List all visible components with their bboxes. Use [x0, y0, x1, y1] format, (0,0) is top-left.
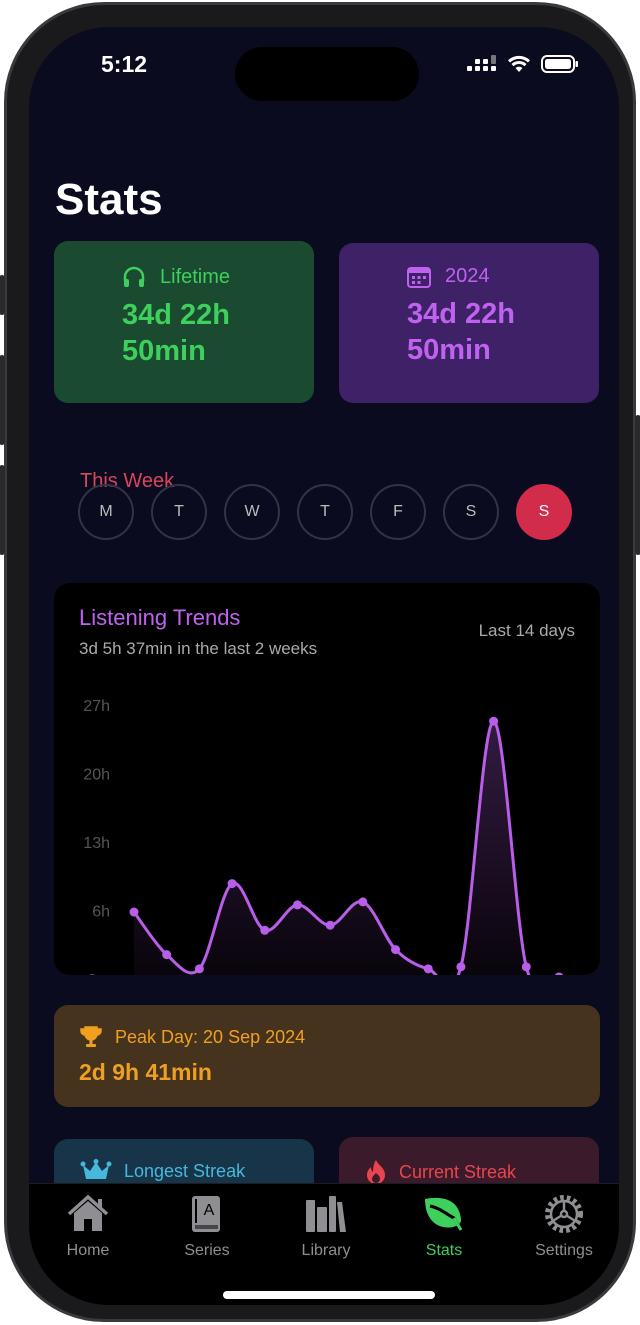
peak-day-value: 2d 9h 41min: [79, 1059, 212, 1085]
data-point: [358, 897, 368, 907]
tab-series[interactable]: A Series: [152, 1194, 262, 1260]
tab-series-label: Series: [184, 1242, 230, 1259]
data-point: [162, 950, 172, 960]
tab-library[interactable]: Library: [271, 1194, 381, 1260]
year-card[interactable]: 2024 34d 22h 50min: [339, 243, 599, 403]
tab-settings-label: Settings: [535, 1242, 593, 1259]
data-point: [292, 900, 302, 910]
listening-trends-card: Listening Trends 3d 5h 37min in the last…: [54, 583, 600, 975]
tab-settings[interactable]: Settings: [509, 1194, 619, 1260]
headphones-icon: [123, 266, 145, 287]
data-point: [260, 925, 270, 935]
trends-chart: 27h 20h 13h 6h 0m: [83, 698, 564, 975]
book-icon: A: [192, 1196, 220, 1232]
trends-range[interactable]: Last 14 days: [478, 621, 575, 640]
data-point: [423, 964, 433, 974]
gear-icon: [545, 1195, 583, 1233]
day-0[interactable]: M: [78, 484, 134, 540]
screen: 5:12 Stats Lifetime 34d 22h 50min 2024 34…: [29, 27, 619, 1305]
longest-streak-label: Longest Streak: [124, 1160, 246, 1181]
crown-icon: [80, 1159, 112, 1179]
tab-home-label: Home: [66, 1242, 110, 1259]
year-value-min: 50min: [407, 334, 491, 366]
data-point: [489, 716, 499, 726]
data-point: [194, 964, 204, 974]
tab-stats[interactable]: Stats: [389, 1194, 499, 1260]
chart-area: [134, 721, 529, 975]
battery-icon: [541, 55, 578, 73]
year-value: 34d 22h: [407, 298, 515, 330]
day-5[interactable]: S: [443, 484, 499, 540]
dynamic-island: [235, 47, 419, 101]
peak-day-card: Peak Day: 20 Sep 2024 2d 9h 41min: [54, 1005, 600, 1107]
day-3[interactable]: T: [297, 484, 353, 540]
trends-subtitle: 3d 5h 37min in the last 2 weeks: [79, 639, 318, 658]
leaf-icon: [425, 1197, 463, 1231]
books-icon: [306, 1196, 346, 1232]
lifetime-value-min: 50min: [122, 335, 206, 367]
status-icons: [467, 55, 579, 73]
year-label: 2024: [445, 265, 490, 287]
page-title: Stats: [55, 175, 163, 224]
y-tick: 13h: [83, 835, 110, 852]
action-button: [0, 275, 5, 315]
trophy-icon: [80, 1026, 102, 1047]
day-4[interactable]: F: [370, 484, 426, 540]
wifi-icon: [508, 55, 530, 72]
tab-bar: Home A Series Library Stats Settings: [29, 1183, 619, 1305]
current-streak-label: Current Streak: [399, 1161, 517, 1182]
day-2[interactable]: W: [224, 484, 280, 540]
volume-up-button: [0, 355, 5, 445]
tab-library-label: Library: [301, 1242, 351, 1259]
lifetime-card[interactable]: Lifetime 34d 22h 50min: [54, 241, 314, 403]
trends-title: Listening Trends: [79, 605, 241, 630]
day-6[interactable]: S: [516, 484, 572, 540]
data-point: [129, 907, 139, 917]
y-tick: 20h: [83, 767, 110, 784]
power-button: [635, 415, 640, 555]
signal-icon: [467, 55, 496, 71]
data-point: [554, 972, 564, 975]
tab-stats-label: Stats: [425, 1242, 463, 1259]
data-point: [227, 879, 237, 889]
y-tick: 27h: [83, 698, 110, 715]
peak-day-label: Peak Day: 20 Sep 2024: [115, 1026, 306, 1047]
home-indicator[interactable]: [223, 1291, 435, 1299]
tab-home[interactable]: Home: [33, 1194, 143, 1260]
data-point: [325, 920, 335, 930]
flame-icon: [367, 1160, 385, 1184]
status-time: 5:12: [101, 51, 148, 77]
chart-line: [132, 719, 531, 975]
data-point: [456, 962, 466, 972]
svg-text:A: A: [204, 1202, 215, 1219]
volume-down-button: [0, 465, 5, 555]
calendar-icon: [407, 266, 431, 288]
data-point: [391, 945, 401, 955]
day-1[interactable]: T: [151, 484, 207, 540]
lifetime-value: 34d 22h: [122, 299, 230, 331]
data-point: [521, 962, 531, 972]
house-icon: [67, 1194, 109, 1231]
y-tick: 0m: [88, 972, 110, 975]
y-tick: 6h: [92, 904, 110, 921]
lifetime-label: Lifetime: [160, 265, 231, 288]
